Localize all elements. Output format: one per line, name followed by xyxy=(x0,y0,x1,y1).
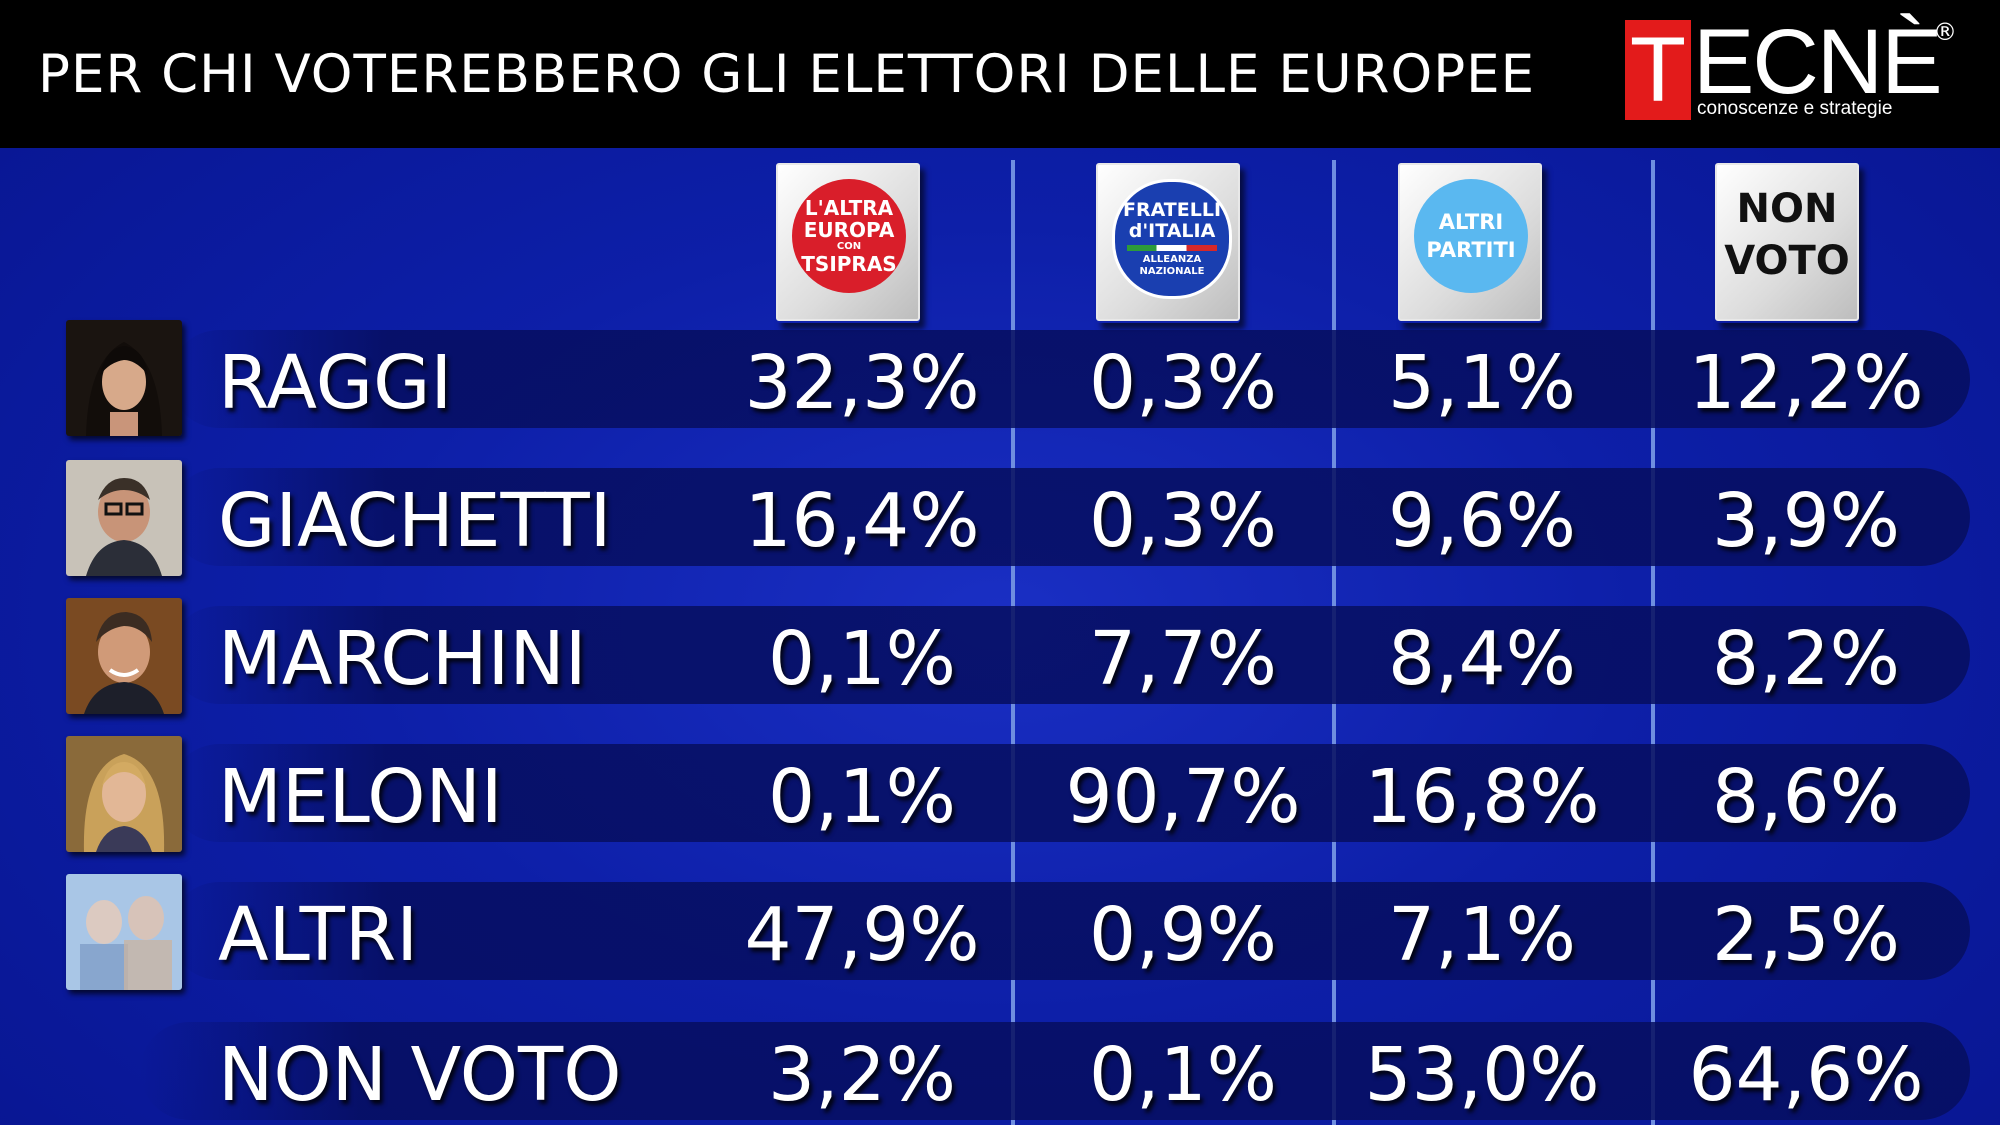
row-label: GIACHETTI xyxy=(218,478,612,564)
table-row xyxy=(170,606,1970,704)
row-label: RAGGI xyxy=(218,340,453,426)
table-cell: 47,9% xyxy=(744,892,980,978)
table-cell: 0,3% xyxy=(1089,478,1277,564)
table-cell: 90,7% xyxy=(1065,754,1301,840)
table-row xyxy=(170,468,1970,566)
avatar-altri xyxy=(66,874,182,990)
avatar-meloni xyxy=(66,736,182,852)
avatar-raggi xyxy=(66,320,182,436)
table-cell: 2,5% xyxy=(1712,892,1900,978)
table-cell: 8,2% xyxy=(1712,616,1900,702)
tsipras-line-4: TSIPRAS xyxy=(801,252,897,276)
fdi-line-4: NAZIONALE xyxy=(1139,266,1205,277)
table-cell: 8,6% xyxy=(1712,754,1900,840)
party-logo-tsipras: L'ALTRA EUROPA CON TSIPRAS xyxy=(776,163,920,323)
fdi-line-1: FRATELLI xyxy=(1122,199,1222,221)
table-cell: 0,3% xyxy=(1089,340,1277,426)
page-title: PER CHI VOTEREBBERO GLI ELETTORI DELLE E… xyxy=(38,44,1536,105)
table-cell: 32,3% xyxy=(744,340,980,426)
altri-partiti-line-2: PARTITI xyxy=(1426,238,1516,262)
party-logo-altri-partiti: ALTRI PARTITI xyxy=(1398,163,1542,323)
table-cell: 53,0% xyxy=(1364,1032,1600,1118)
non-voto-line-1: NON xyxy=(1736,186,1838,232)
avatar-marchini xyxy=(66,598,182,714)
table-cell: 7,1% xyxy=(1388,892,1576,978)
fdi-line-3: ALLEANZA xyxy=(1142,254,1202,265)
logo-initial: T xyxy=(1625,20,1691,120)
logo-tagline: conoscenze e strategie xyxy=(1697,98,1893,119)
tsipras-line-1: L'ALTRA xyxy=(804,196,894,220)
table-cell: 12,2% xyxy=(1688,340,1924,426)
fdi-circle: FRATELLI d'ITALIA ALLEANZA NAZIONALE xyxy=(1112,179,1232,299)
table-cell: 0,9% xyxy=(1089,892,1277,978)
header-bar: PER CHI VOTEREBBERO GLI ELETTORI DELLE E… xyxy=(0,0,2000,148)
non-voto-logo: NON VOTO xyxy=(1715,163,1859,323)
non-voto-line-2: VOTO xyxy=(1724,238,1850,284)
party-logo-fratelli-italia: FRATELLI d'ITALIA ALLEANZA NAZIONALE xyxy=(1096,163,1240,323)
table-cell: 7,7% xyxy=(1089,616,1277,702)
table-cell: 0,1% xyxy=(1089,1032,1277,1118)
table-cell: 5,1% xyxy=(1388,340,1576,426)
table-cell: 8,4% xyxy=(1388,616,1576,702)
table-cell: 3,9% xyxy=(1712,478,1900,564)
tsipras-circle: L'ALTRA EUROPA CON TSIPRAS xyxy=(792,179,906,293)
table-row xyxy=(170,744,1970,842)
tsipras-line-2: EUROPA xyxy=(803,218,895,242)
row-label: MARCHINI xyxy=(218,616,587,702)
table-cell: 3,2% xyxy=(768,1032,956,1118)
table-row xyxy=(140,1022,1970,1120)
table-cell: 16,8% xyxy=(1364,754,1600,840)
row-label: MELONI xyxy=(218,754,503,840)
altri-partiti-circle: ALTRI PARTITI xyxy=(1414,179,1528,293)
fdi-line-2: d'ITALIA xyxy=(1128,220,1216,242)
table-cell: 16,4% xyxy=(744,478,980,564)
tsipras-line-3: CON xyxy=(836,241,862,252)
tecne-logo: T ECNÈ ® conoscenze e strategie xyxy=(1625,12,1957,128)
table-cell: 0,1% xyxy=(768,616,956,702)
table-cell: 9,6% xyxy=(1388,478,1576,564)
non-voto-logo-text: NON VOTO xyxy=(1717,183,1857,287)
altri-partiti-line-1: ALTRI xyxy=(1438,210,1504,234)
table-row xyxy=(170,882,1970,980)
row-label: NON VOTO xyxy=(218,1032,622,1118)
table-row xyxy=(170,330,1970,428)
tricolor-stripe xyxy=(1127,245,1217,251)
logo-name: ECNÈ xyxy=(1693,11,1943,113)
table-cell: 0,1% xyxy=(768,754,956,840)
row-label: ALTRI xyxy=(218,892,419,978)
logo-registered-mark: ® xyxy=(1933,18,1957,46)
avatar-giachetti xyxy=(66,460,182,576)
table-cell: 64,6% xyxy=(1688,1032,1924,1118)
